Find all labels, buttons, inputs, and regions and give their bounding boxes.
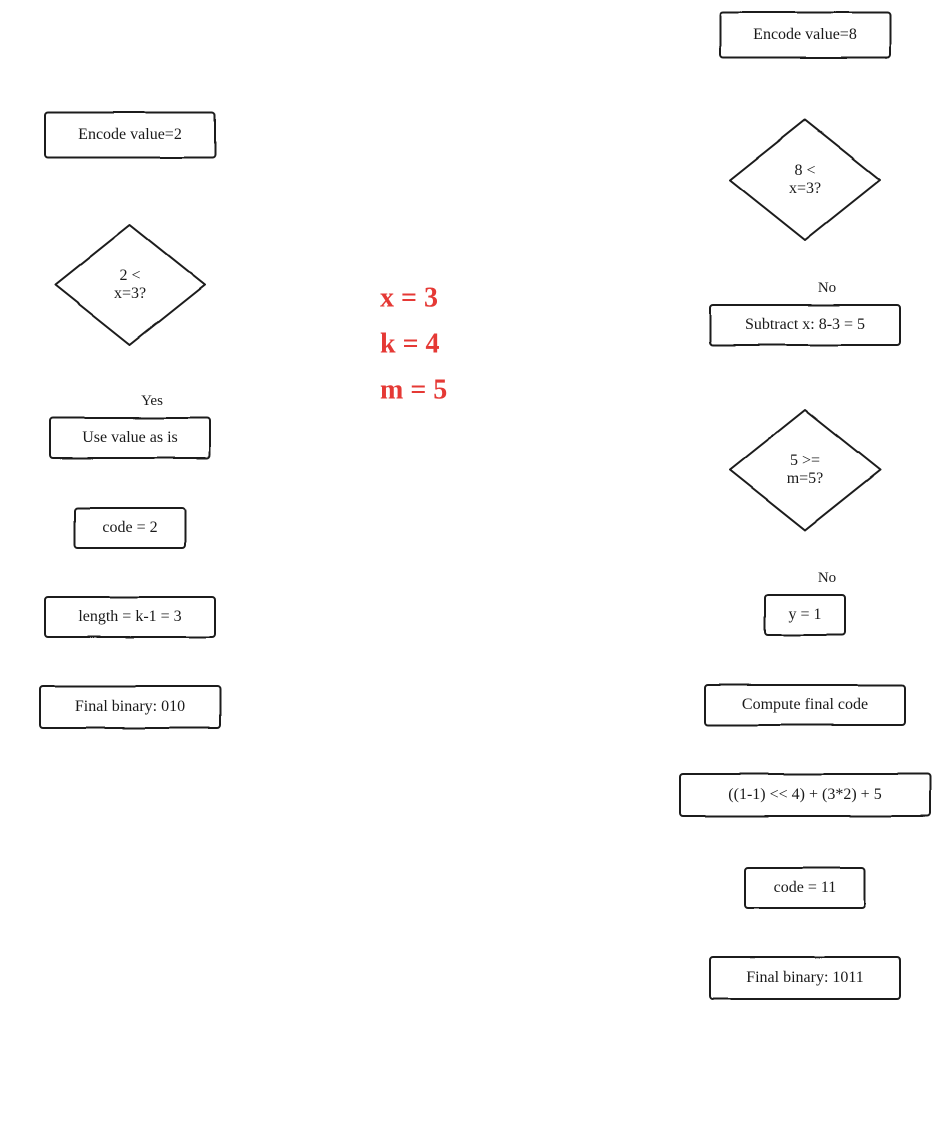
flowchart-node-R1: 8 <x=3?: [730, 120, 880, 240]
parameters-block: x = 3 k = 4 m = 5: [380, 282, 447, 405]
node-label: Use value as is: [82, 429, 178, 446]
flowchart-node-L3: code = 2: [75, 508, 185, 548]
flowchart-node-L0: Encode value=2: [45, 113, 215, 158]
flowchart-node-L5: Final binary: 010: [40, 686, 220, 728]
flowchart-node-R7: code = 11: [745, 868, 865, 908]
flowchart-node-L1: 2 <x=3?: [55, 225, 205, 345]
node-label: Final binary: 010: [75, 698, 185, 715]
flowchart-node-L2: Use value as is: [50, 418, 210, 458]
flowchart-node-R3: 5 >=m=5?: [730, 410, 880, 530]
node-label: 5 >=m=5?: [787, 451, 824, 486]
node-label: Subtract x: 8-3 = 5: [745, 316, 865, 333]
node-label: Final binary: 1011: [746, 969, 864, 986]
node-label: ((1-1) << 4) + (3*2) + 5: [728, 786, 881, 803]
parameter-line: k = 4: [380, 328, 440, 359]
edge-label: Yes: [141, 393, 163, 409]
flowchart-node-R0: Encode value=8: [720, 13, 890, 58]
flowchart-node-R8: Final binary: 1011: [710, 957, 900, 999]
node-label: length = k-1 = 3: [78, 608, 181, 625]
parameter-line: m = 5: [380, 374, 447, 405]
flowchart-node-R6: ((1-1) << 4) + (3*2) + 5: [680, 774, 930, 816]
parameter-line: x = 3: [380, 282, 438, 313]
node-label: Encode value=8: [753, 26, 857, 43]
node-label: Encode value=2: [78, 126, 182, 143]
flowchart-node-R5: Compute final code: [705, 685, 905, 725]
node-label: Compute final code: [742, 696, 868, 713]
node-label: code = 11: [774, 879, 837, 896]
node-label: y = 1: [788, 606, 821, 623]
flowchart-diagram: Encode value=2 2 <x=3? Use value as is code…: [0, 0, 939, 1121]
edge-label: No: [818, 570, 836, 586]
node-label: code = 2: [102, 519, 157, 536]
flowchart-node-R2: Subtract x: 8-3 = 5: [710, 305, 900, 345]
flowchart-node-R4: y = 1: [765, 595, 845, 635]
flowchart-node-L4: length = k-1 = 3: [45, 597, 215, 637]
edge-label: No: [818, 280, 836, 296]
